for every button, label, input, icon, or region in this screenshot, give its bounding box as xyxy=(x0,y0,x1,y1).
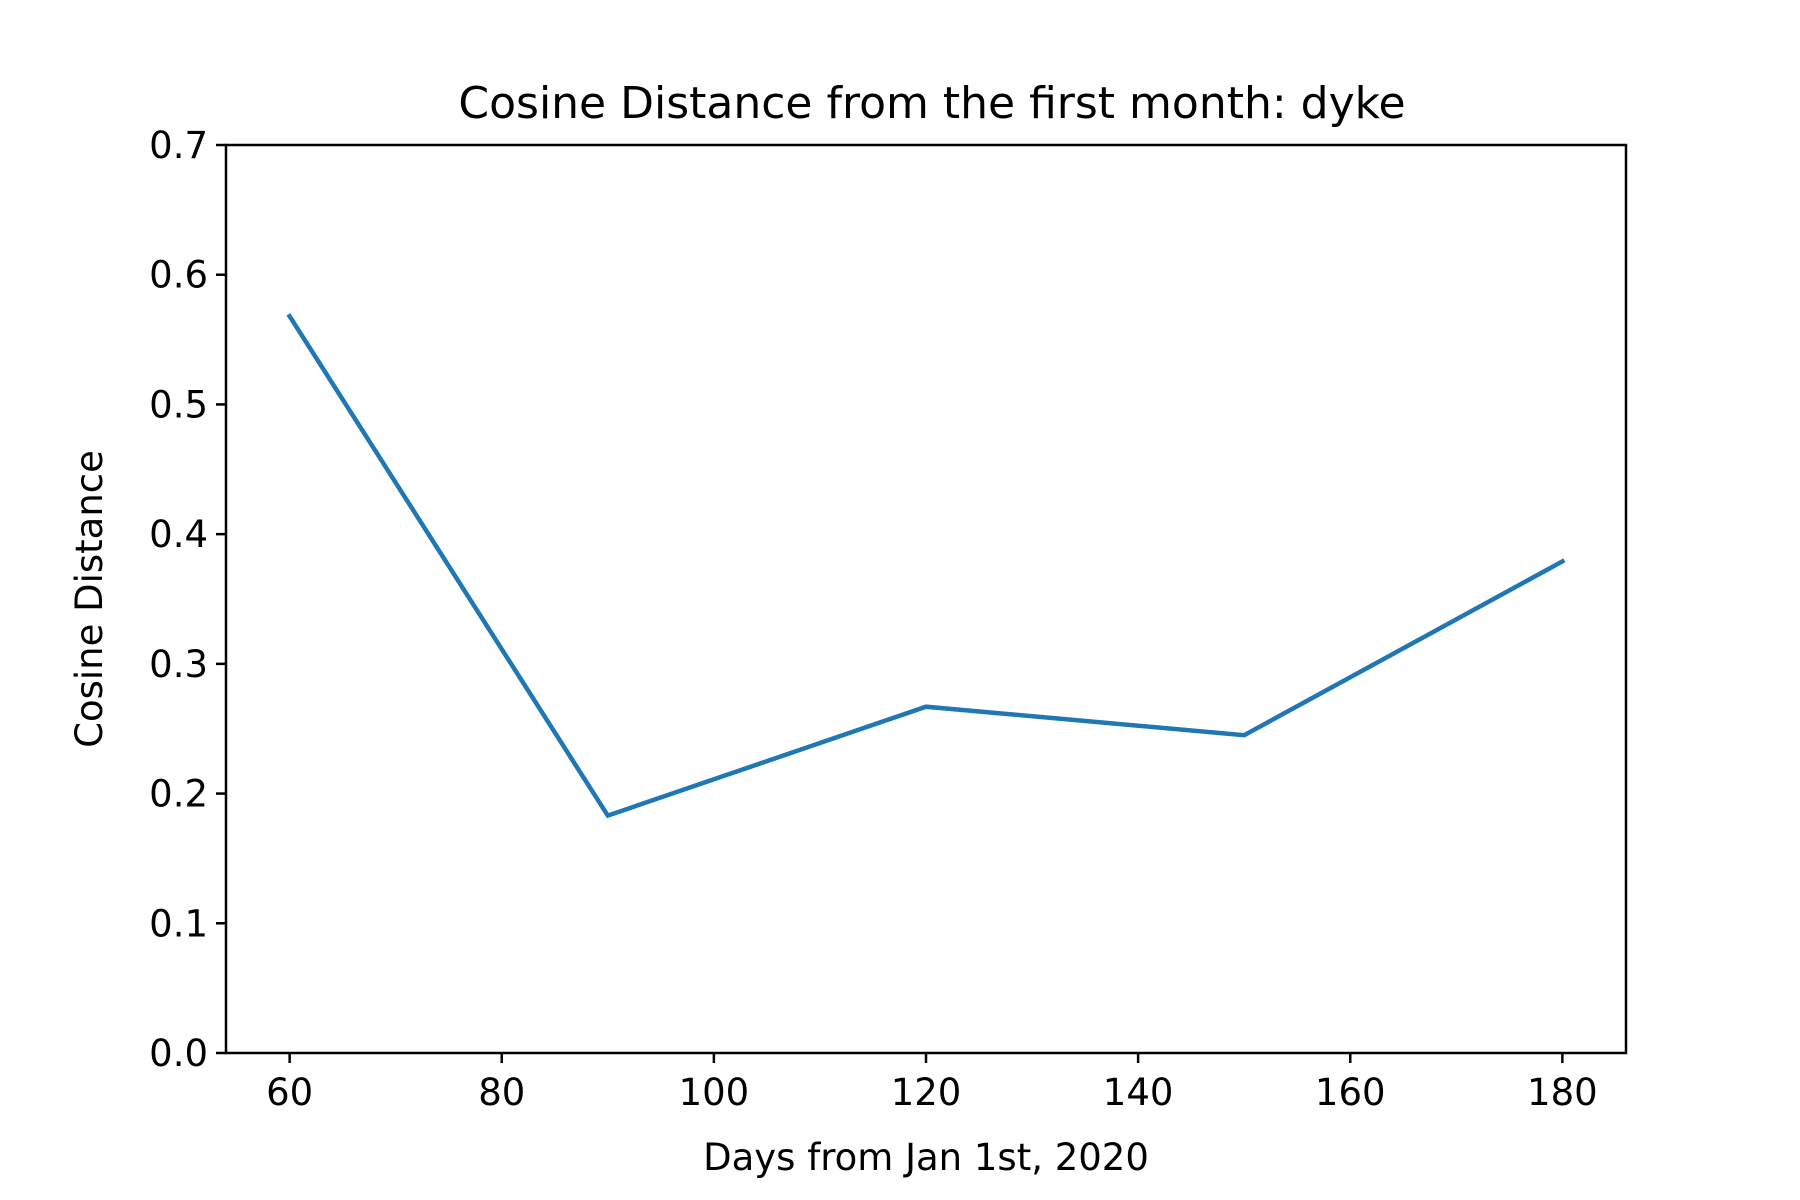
x-tick-label: 160 xyxy=(1315,1071,1386,1114)
x-axis-label: Days from Jan 1st, 2020 xyxy=(703,1136,1149,1179)
y-tick-label: 0.1 xyxy=(149,902,208,945)
plot-frame xyxy=(224,143,1628,1055)
x-tick-label: 80 xyxy=(478,1071,525,1114)
y-tick-label: 0.5 xyxy=(149,383,208,426)
x-tick-label: 140 xyxy=(1103,1071,1174,1114)
y-tick-label: 0.7 xyxy=(149,124,208,167)
x-tick-label: 180 xyxy=(1527,1071,1598,1114)
x-tick-label: 120 xyxy=(891,1071,962,1114)
y-tick-label: 0.2 xyxy=(149,773,208,816)
series-group xyxy=(286,313,1566,819)
y-axis: 0.0 0.1 0.2 0.3 0.4 0.5 0.6 0.7 xyxy=(149,124,226,1075)
plot-area: 60 80 100 120 140 160 180 0.00.10.20.30.40.50.… xyxy=(149,124,1628,1114)
y-tick-label: 0.4 xyxy=(149,513,208,556)
y-axis-label: Cosine Distance xyxy=(68,450,111,748)
chart-title: Cosine Distance from the first month: dy… xyxy=(458,78,1405,129)
y-tick-label: 0.3 xyxy=(149,643,208,686)
series-line xyxy=(286,313,1566,819)
y-tick-label: 0.0 xyxy=(149,1032,208,1075)
x-axis: 60 80 100 120 140 160 180 xyxy=(266,1053,1598,1114)
y-tick-label: 0.6 xyxy=(149,254,208,297)
x-tick-label: 60 xyxy=(266,1071,313,1114)
x-tick-label: 100 xyxy=(679,1071,750,1114)
